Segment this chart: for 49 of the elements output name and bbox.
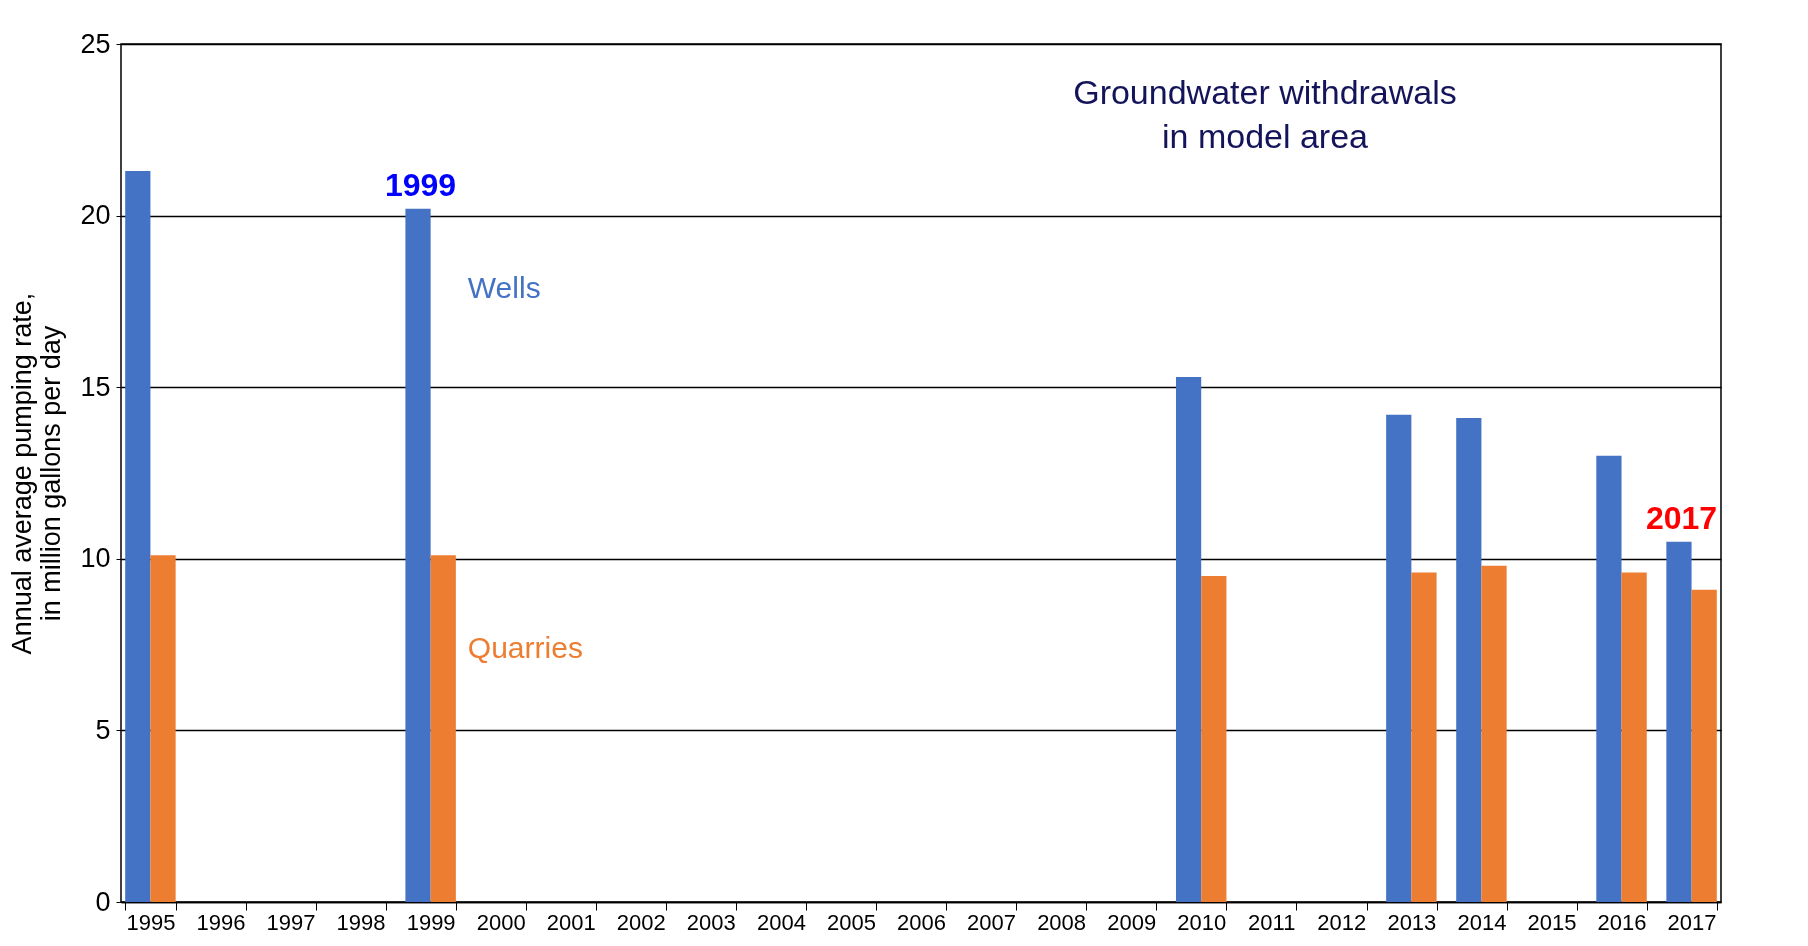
y-tick-label: 15 — [80, 371, 111, 402]
y-tick-label: 25 — [80, 28, 111, 59]
x-tick-label: 2017 — [1667, 909, 1717, 935]
bar — [1596, 455, 1622, 902]
x-tick-label: 2007 — [967, 909, 1017, 935]
annotation: 1999 — [384, 166, 457, 203]
bar — [430, 555, 456, 902]
x-tick-label: 2008 — [1037, 909, 1087, 935]
x-tick-label: 1996 — [196, 909, 246, 935]
bar — [1481, 565, 1507, 902]
bar — [125, 170, 151, 902]
x-tick-label: 1999 — [406, 909, 456, 935]
bar — [1666, 541, 1692, 902]
y-tick-label: 20 — [80, 200, 111, 231]
x-tick-label: 1998 — [336, 909, 386, 935]
x-tick-label: 1995 — [126, 909, 176, 935]
x-tick-label: 2009 — [1107, 909, 1157, 935]
x-tick-label: 2013 — [1387, 909, 1437, 935]
annotation: 2017 — [1645, 499, 1718, 536]
x-tick-label: 2016 — [1597, 909, 1647, 935]
bar — [405, 208, 431, 902]
x-tick-label: 2000 — [476, 909, 526, 935]
bar — [1201, 575, 1227, 902]
text: Groundwater withdrawals in model area — [1073, 73, 1457, 155]
x-tick-label: 2001 — [546, 909, 596, 935]
bar — [1386, 414, 1412, 902]
y-tick-label: 0 — [95, 886, 111, 917]
x-tick-label: 2015 — [1527, 909, 1577, 935]
bar — [1456, 418, 1482, 902]
y-tick-label: 10 — [80, 543, 111, 574]
x-tick-label: 2012 — [1317, 909, 1367, 935]
x-tick-label: 1997 — [266, 909, 316, 935]
x-tick-label: 2003 — [686, 909, 736, 935]
x-tick-label: 2010 — [1177, 909, 1227, 935]
series-label: Quarries — [467, 630, 583, 664]
x-tick-label: 2004 — [756, 909, 806, 935]
bar — [1621, 572, 1647, 902]
x-tick-label: 2005 — [826, 909, 876, 935]
y-axis-title: Annual average pumping rate, in million gallons per day — [7, 292, 67, 655]
series-label: Wells — [467, 270, 541, 304]
x-tick-label: 2014 — [1457, 909, 1507, 935]
bar — [150, 555, 176, 902]
x-tick-label: 2011 — [1248, 909, 1296, 935]
bar — [1411, 572, 1437, 902]
bar — [1175, 376, 1202, 902]
x-tick-label: 2002 — [616, 909, 666, 935]
y-tick-label: 5 — [95, 714, 111, 745]
bar — [1691, 589, 1717, 902]
x-tick-label: 2006 — [897, 909, 946, 935]
